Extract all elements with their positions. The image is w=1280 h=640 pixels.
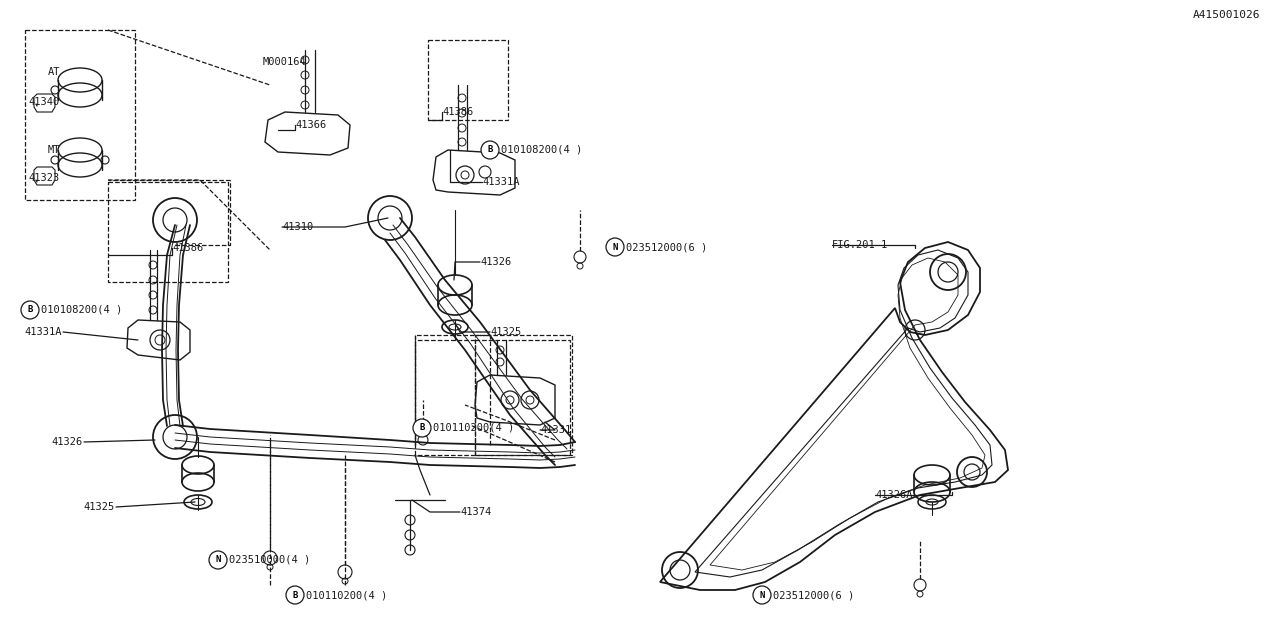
Text: N: N <box>759 591 764 600</box>
Text: 41331: 41331 <box>540 425 571 435</box>
Circle shape <box>20 301 38 319</box>
Text: 41366: 41366 <box>294 120 326 130</box>
Text: 010110200(4 ): 010110200(4 ) <box>433 423 515 433</box>
Text: 41323: 41323 <box>28 173 59 183</box>
Circle shape <box>481 141 499 159</box>
Text: B: B <box>488 145 493 154</box>
Circle shape <box>413 419 431 437</box>
Text: 41340: 41340 <box>28 97 59 107</box>
Text: FIG.201-1: FIG.201-1 <box>832 240 888 250</box>
Text: B: B <box>292 591 298 600</box>
Text: 41326A: 41326A <box>876 490 913 500</box>
Text: 41325: 41325 <box>83 502 115 512</box>
Circle shape <box>209 551 227 569</box>
Circle shape <box>285 586 305 604</box>
Text: 41326: 41326 <box>51 437 83 447</box>
Text: AT: AT <box>49 67 60 77</box>
Text: 41374: 41374 <box>460 507 492 517</box>
Text: 010108200(4 ): 010108200(4 ) <box>500 145 582 155</box>
Circle shape <box>605 238 625 256</box>
Text: 41310: 41310 <box>282 222 314 232</box>
Text: B: B <box>27 305 33 314</box>
Text: 41326: 41326 <box>480 257 511 267</box>
Text: A415001026: A415001026 <box>1193 10 1260 20</box>
Text: 023512000(6 ): 023512000(6 ) <box>626 242 708 252</box>
Text: MT: MT <box>49 145 60 155</box>
Text: 41331A: 41331A <box>24 327 61 337</box>
Text: 023510000(4 ): 023510000(4 ) <box>229 555 310 565</box>
Circle shape <box>753 586 771 604</box>
Text: M000164: M000164 <box>262 57 307 67</box>
Text: B: B <box>420 424 425 433</box>
Text: 41386: 41386 <box>172 243 204 253</box>
Text: N: N <box>215 556 220 564</box>
Text: 41331A: 41331A <box>483 177 520 187</box>
Text: 41325: 41325 <box>490 327 521 337</box>
Text: N: N <box>612 243 618 252</box>
Text: 023512000(6 ): 023512000(6 ) <box>773 590 854 600</box>
Text: 010108200(4 ): 010108200(4 ) <box>41 305 123 315</box>
Text: 41386: 41386 <box>442 107 474 117</box>
Text: 010110200(4 ): 010110200(4 ) <box>306 590 388 600</box>
